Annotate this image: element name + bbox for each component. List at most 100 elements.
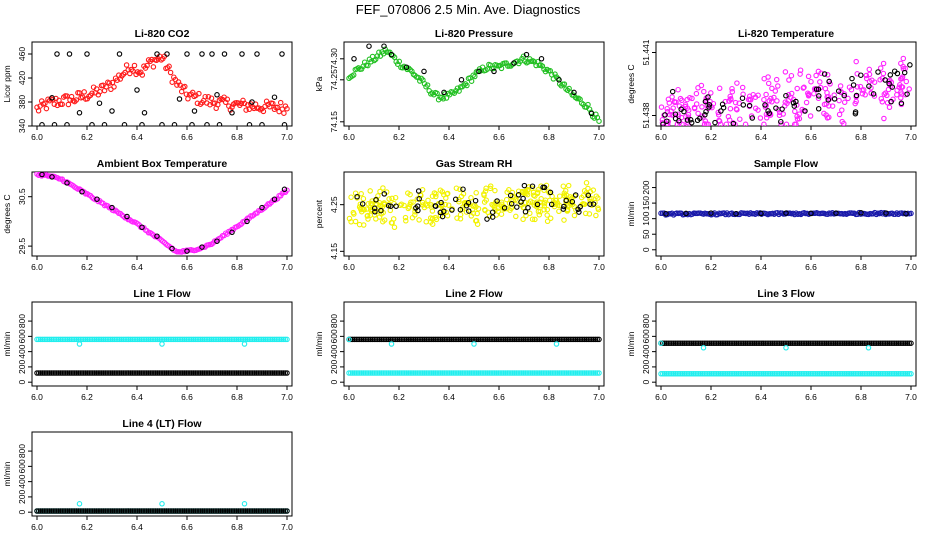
data-point [244,336,251,343]
data-point [183,336,190,343]
data-point [761,96,767,103]
data-point [857,371,864,377]
data-point [54,370,60,376]
data-point [511,336,518,343]
data-point [823,112,829,118]
data-point [353,370,359,376]
data-point [693,101,700,107]
data-point [561,192,568,198]
data-point [719,340,725,346]
data-point [581,370,588,376]
data-point [679,340,686,346]
data-point [101,122,108,126]
data-point [580,336,586,343]
data-point [179,370,186,376]
data-point [196,508,202,514]
data-point [561,203,567,210]
data-point [179,336,186,343]
data-point [785,340,792,346]
data-point [93,508,100,514]
x-tick-label: 6.4 [755,132,767,142]
data-point [184,51,190,57]
data-point [39,508,46,514]
x-tick-label: 6.8 [543,132,555,142]
data-point [596,336,602,343]
data-point [859,371,866,377]
data-point [892,340,898,346]
data-point [219,336,226,343]
y-axis-label: ml/min [626,331,636,356]
data-point [540,370,546,376]
data-point [468,370,475,376]
data-point [179,508,186,514]
data-point [269,336,276,343]
data-point [739,340,745,346]
data-point [724,371,731,377]
data-point [556,77,562,83]
panel-title: Li-820 Pressure [435,28,513,40]
data-point [84,51,90,57]
data-point [432,370,439,376]
data-point [548,201,555,208]
y-tick-label: 380 [17,95,27,109]
data-point [196,336,202,343]
y-tick-label: 0 [329,380,339,385]
data-point [715,371,722,377]
data-point [410,336,417,343]
data-point [837,83,844,89]
data-point [664,105,670,112]
data-point [111,508,118,514]
x-tick-label: 6.6 [181,262,193,272]
y-tick-label: 800 [17,444,27,458]
y-tick-label: 600 [17,459,27,473]
data-point [271,370,278,376]
data-point [75,508,82,514]
data-point [134,508,141,514]
x-tick-label: 6.8 [231,132,243,142]
x-tick-label: 6.4 [131,522,143,532]
data-point [100,370,107,376]
data-point [465,199,472,206]
data-point [251,370,258,376]
data-point [259,508,265,514]
data-point [560,206,567,212]
data-point [64,180,70,186]
data-point [886,371,893,377]
data-point [206,508,213,514]
y-tick-label: 30.5 [17,188,27,205]
data-point [578,336,584,343]
data-point [284,370,290,376]
data-point [76,110,83,116]
data-point [812,371,819,377]
data-point [366,370,372,376]
data-point [91,370,98,376]
data-point [735,371,742,377]
data-point [432,336,439,343]
data-point [221,508,227,514]
data-point [172,508,179,514]
data-point [679,371,686,377]
data-point [847,371,853,377]
data-point [487,183,494,189]
data-point [838,340,844,346]
data-point [508,370,514,376]
data-point [350,209,357,216]
x-tick-label: 6.6 [493,262,505,272]
data-point [899,371,905,377]
data-point [823,371,830,377]
data-point [670,105,676,111]
data-point [284,508,290,514]
data-point [585,336,591,343]
y-tick-label: 0 [641,247,651,252]
data-point [418,336,424,343]
data-point [739,84,746,91]
data-point [414,203,421,209]
panel-title: Line 4 (LT) Flow [122,418,202,430]
x-tick-label: 6.4 [443,262,455,272]
data-point [125,508,132,514]
data-point [199,508,206,514]
x-tick-label: 7.0 [905,392,917,402]
data-point [715,340,722,346]
data-point [208,95,215,101]
